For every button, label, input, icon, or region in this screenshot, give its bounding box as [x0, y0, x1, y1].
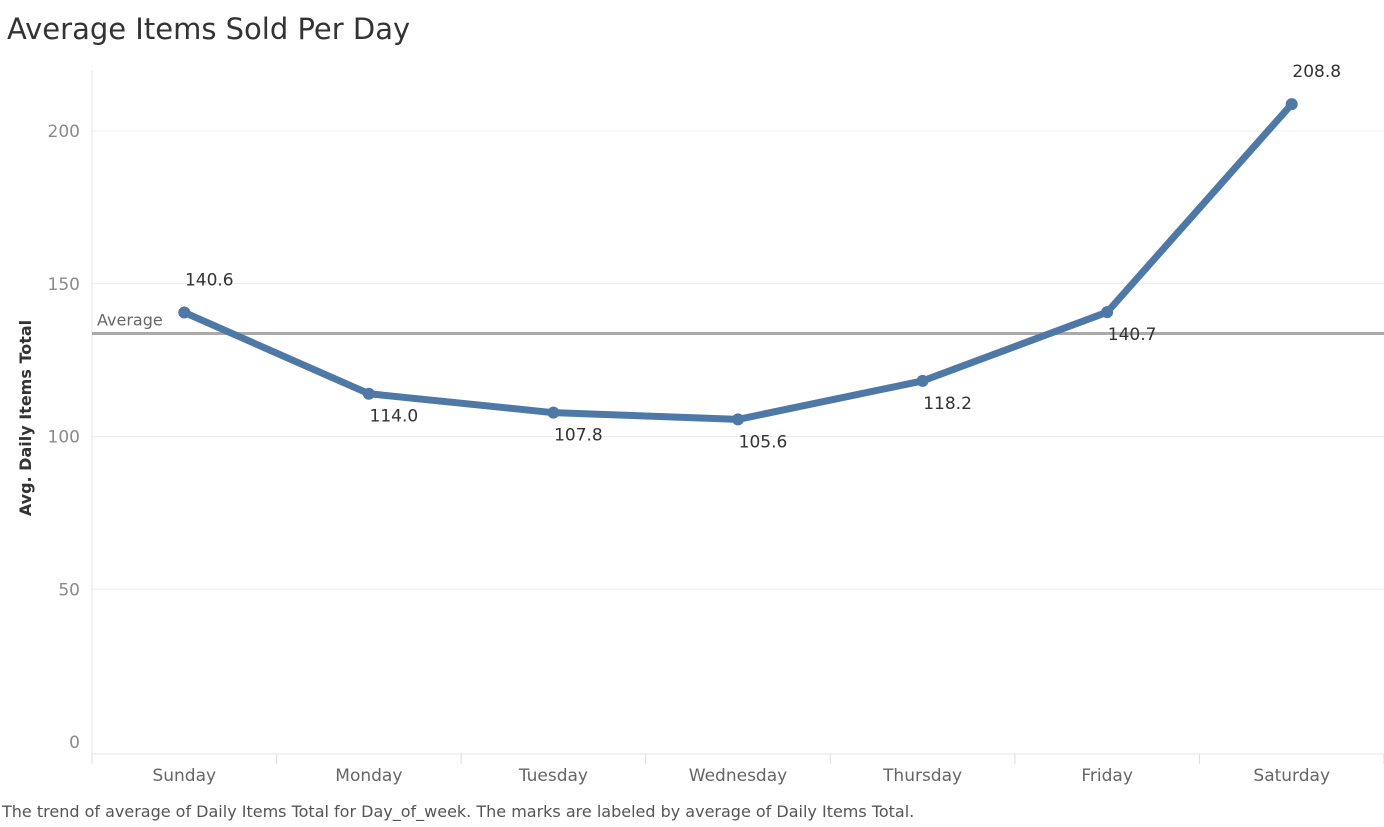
data-label: 208.8	[1292, 62, 1341, 82]
y-tick-label: 150	[48, 275, 80, 295]
x-tick-label: Tuesday	[518, 766, 588, 786]
series-line	[180, 100, 1296, 423]
y-tick-label: 200	[48, 122, 80, 142]
x-tick-label: Wednesday	[689, 766, 787, 786]
data-point[interactable]	[362, 387, 375, 400]
data-label: 118.2	[923, 394, 972, 414]
x-tick-label: Friday	[1081, 766, 1133, 786]
series-group	[178, 98, 1298, 426]
data-label: 107.8	[554, 426, 603, 446]
data-point[interactable]	[1101, 306, 1114, 319]
data-label: 105.6	[739, 432, 788, 452]
data-label: 140.7	[1108, 325, 1157, 345]
data-label: 114.0	[370, 407, 419, 427]
y-tick-label: 0	[69, 733, 80, 753]
data-point[interactable]	[547, 406, 560, 419]
y-axis-title: Avg. Daily Items Total	[16, 320, 35, 516]
gridlines	[92, 130, 1384, 590]
data-point[interactable]	[178, 306, 191, 319]
axes: 0 50 100 150 200 Sunday Monday Tuesday Wednesday…	[16, 70, 1384, 786]
y-tick-label: 50	[58, 580, 80, 600]
data-point[interactable]	[916, 374, 929, 387]
reference-line-group: Average	[92, 311, 1384, 336]
data-point[interactable]	[732, 413, 744, 426]
data-point[interactable]	[1285, 98, 1298, 111]
x-tick-label: Monday	[335, 766, 402, 786]
x-tick-label: Saturday	[1253, 766, 1330, 786]
data-label: 140.6	[185, 270, 234, 290]
reference-line-label: Average	[97, 311, 163, 330]
data-labels: 140.6 114.0 107.8 105.6 118.2 140.7 208.8	[185, 62, 1341, 452]
x-tick-label: Sunday	[152, 766, 216, 786]
x-tick-label: Thursday	[882, 766, 962, 786]
chart-title: Average Items Sold Per Day	[7, 12, 411, 46]
chart-caption: The trend of average of Daily Items Tota…	[2, 802, 915, 821]
y-tick-label: 100	[48, 428, 80, 448]
line-chart: 0 50 100 150 200 Sunday Monday Tuesday Wednesday…	[16, 62, 1384, 786]
